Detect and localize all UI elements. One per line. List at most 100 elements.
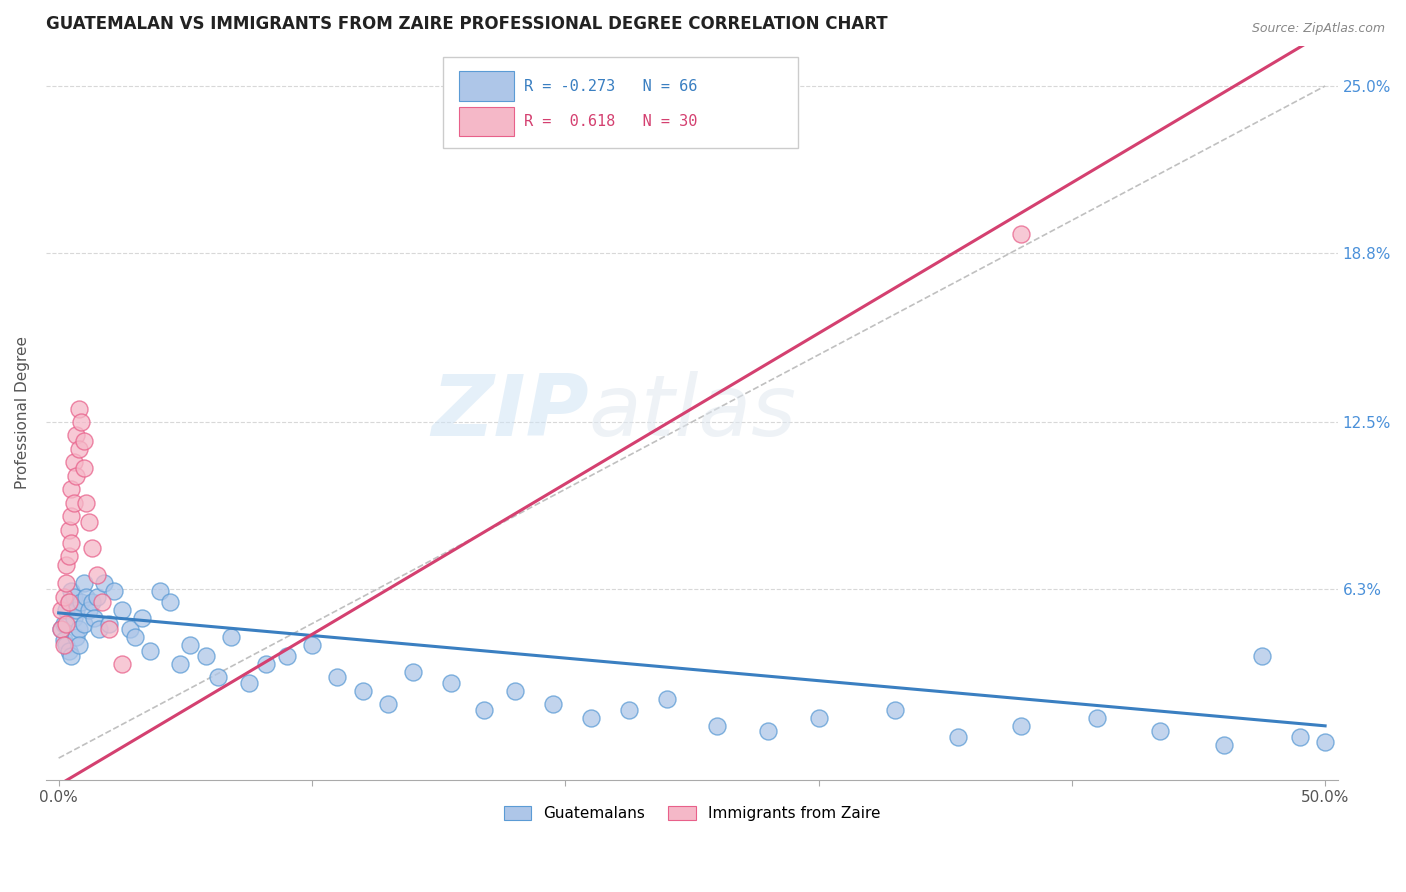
Point <box>254 657 277 671</box>
Point <box>67 638 90 652</box>
Point <box>60 536 83 550</box>
Point <box>63 455 86 469</box>
Point <box>76 590 98 604</box>
Point <box>52 638 75 652</box>
Point <box>377 698 399 712</box>
Point <box>63 496 86 510</box>
Point <box>51 622 73 636</box>
Point <box>1212 738 1234 752</box>
Legend: Guatemalans, Immigrants from Zaire: Guatemalans, Immigrants from Zaire <box>498 800 886 827</box>
Point <box>194 648 217 663</box>
Point <box>73 616 96 631</box>
Point <box>402 665 425 679</box>
Text: R =  0.618   N = 30: R = 0.618 N = 30 <box>524 114 697 128</box>
Point <box>276 648 298 663</box>
Point <box>52 590 75 604</box>
Point <box>60 648 83 663</box>
FancyBboxPatch shape <box>460 71 513 101</box>
Point <box>1010 227 1032 241</box>
Point <box>80 595 103 609</box>
Point <box>77 515 100 529</box>
Point <box>86 590 108 604</box>
Point <box>118 622 141 636</box>
Point <box>65 630 87 644</box>
Point <box>111 657 134 671</box>
Text: ZIP: ZIP <box>430 371 589 454</box>
Point <box>93 576 115 591</box>
Point <box>76 496 98 510</box>
Point <box>807 711 830 725</box>
Text: GUATEMALAN VS IMMIGRANTS FROM ZAIRE PROFESSIONAL DEGREE CORRELATION CHART: GUATEMALAN VS IMMIGRANTS FROM ZAIRE PROF… <box>46 15 887 33</box>
Point <box>179 638 201 652</box>
Point <box>83 611 105 625</box>
Point <box>131 611 153 625</box>
Point <box>89 622 111 636</box>
Point <box>301 638 323 652</box>
Point <box>73 576 96 591</box>
Point <box>124 630 146 644</box>
Point <box>1149 724 1171 739</box>
Point <box>55 616 77 631</box>
Point <box>617 703 640 717</box>
Point <box>98 622 121 636</box>
Text: Source: ZipAtlas.com: Source: ZipAtlas.com <box>1251 22 1385 36</box>
Point <box>883 703 905 717</box>
Point <box>77 603 100 617</box>
Point <box>55 576 77 591</box>
Point <box>73 434 96 448</box>
Point <box>51 603 73 617</box>
Point <box>70 415 93 429</box>
Point <box>90 595 112 609</box>
Point <box>238 675 260 690</box>
Point <box>207 670 229 684</box>
Point <box>52 632 75 647</box>
Point <box>60 509 83 524</box>
Point <box>58 643 80 657</box>
Point <box>65 468 87 483</box>
Point <box>73 460 96 475</box>
Point <box>1085 711 1108 725</box>
Point <box>579 711 602 725</box>
Point <box>655 692 678 706</box>
Point <box>326 670 349 684</box>
Point <box>65 603 87 617</box>
Point <box>946 730 969 744</box>
Point <box>67 442 90 456</box>
FancyBboxPatch shape <box>460 106 513 136</box>
Point <box>55 558 77 572</box>
Point <box>60 584 83 599</box>
Point <box>1288 730 1310 744</box>
Point <box>149 584 172 599</box>
Point <box>63 590 86 604</box>
Point <box>55 638 77 652</box>
Point <box>86 568 108 582</box>
Point <box>756 724 779 739</box>
Point <box>352 684 374 698</box>
Point <box>98 616 121 631</box>
Point <box>1313 735 1336 749</box>
Y-axis label: Professional Degree: Professional Degree <box>15 336 30 489</box>
Point <box>63 611 86 625</box>
Point <box>55 603 77 617</box>
Point <box>52 616 75 631</box>
Point <box>65 428 87 442</box>
Point <box>70 595 93 609</box>
Point <box>1250 648 1272 663</box>
Point <box>706 719 728 733</box>
FancyBboxPatch shape <box>443 57 797 148</box>
Point <box>67 622 90 636</box>
Point <box>472 703 495 717</box>
Point <box>58 549 80 564</box>
Point <box>503 684 526 698</box>
Text: R = -0.273   N = 66: R = -0.273 N = 66 <box>524 78 697 94</box>
Point <box>111 603 134 617</box>
Point <box>139 643 162 657</box>
Text: atlas: atlas <box>589 371 797 454</box>
Point <box>159 595 181 609</box>
Point <box>58 523 80 537</box>
Point <box>58 595 80 609</box>
Point <box>169 657 191 671</box>
Point <box>60 482 83 496</box>
Point <box>1010 719 1032 733</box>
Point <box>541 698 564 712</box>
